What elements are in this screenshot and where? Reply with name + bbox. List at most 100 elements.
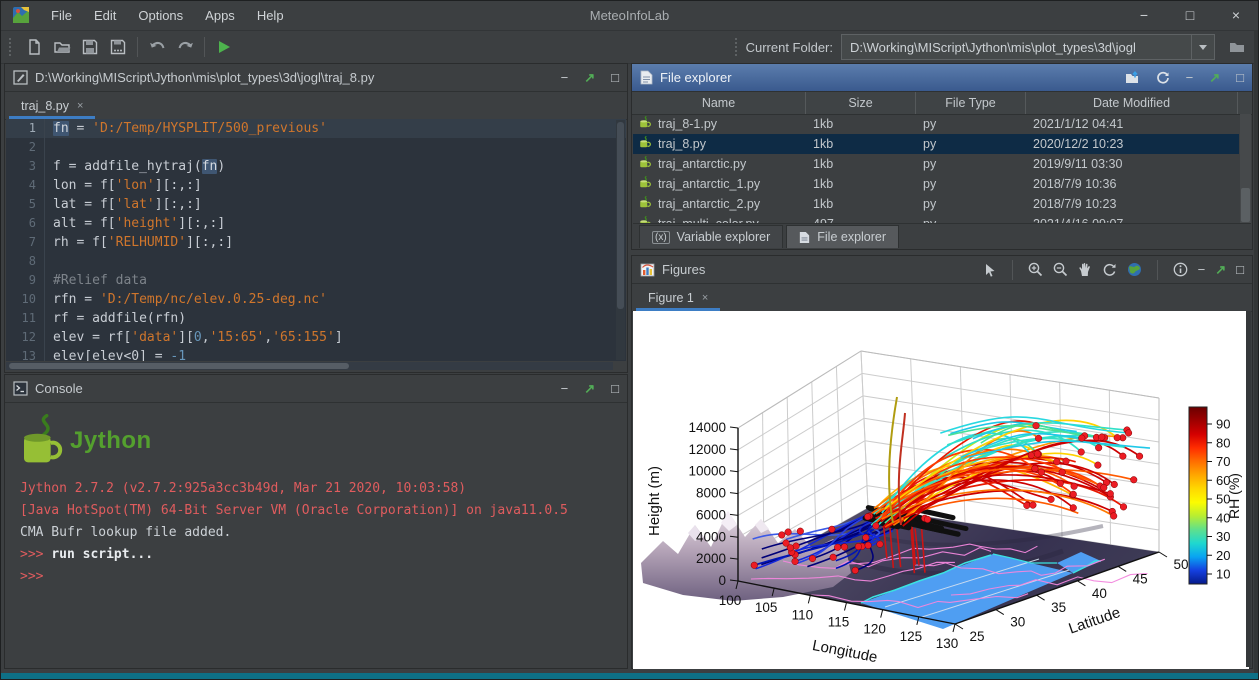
column-header-name[interactable]: Name [632, 92, 806, 114]
folder-up-icon[interactable] [1125, 71, 1140, 85]
svg-text:4000: 4000 [696, 529, 726, 544]
window-controls: − □ × [1121, 0, 1259, 30]
menu-edit[interactable]: Edit [83, 8, 127, 23]
svg-text:2000: 2000 [696, 551, 726, 566]
float-panel-button[interactable]: ↗ [1215, 263, 1226, 276]
rotate-icon[interactable] [1102, 262, 1117, 277]
code-line[interactable]: 4lon = f['lon'][:,:] [6, 176, 626, 195]
python-file-icon [639, 176, 652, 192]
undo-button[interactable] [143, 34, 171, 60]
menu-options[interactable]: Options [127, 8, 194, 23]
svg-text:35: 35 [1051, 600, 1066, 615]
new-file-button[interactable] [20, 34, 48, 60]
tab-traj-8-py[interactable]: traj_8.py × [9, 92, 95, 119]
close-tab-icon[interactable]: × [702, 292, 708, 304]
refresh-icon[interactable] [1156, 71, 1170, 85]
chevron-down-icon[interactable] [1191, 35, 1214, 59]
file-explorer-titlebar: File explorer − ↗ □ [632, 64, 1252, 92]
code-line[interactable]: 1fn = 'D:/Temp/HYSPLIT/500_previous' [6, 119, 626, 138]
edit-file-icon [13, 70, 28, 85]
toolbar-separator [137, 37, 138, 57]
column-header-file-type[interactable]: File Type [916, 92, 1026, 114]
float-panel-button[interactable]: ↗ [584, 71, 595, 84]
window-minimize-button[interactable]: − [1121, 0, 1167, 30]
tab-file-explorer[interactable]: File explorer [786, 225, 899, 248]
terminal-icon [13, 381, 28, 396]
tab-label: Figure 1 [648, 291, 694, 305]
code-line[interactable]: 9#Relief data [6, 271, 626, 290]
file-icon [799, 231, 810, 244]
float-panel-button[interactable]: ↗ [1209, 71, 1220, 84]
column-header-size[interactable]: Size [806, 92, 916, 114]
menu-help[interactable]: Help [246, 8, 295, 23]
file-row[interactable]: traj_8-1.py1kbpy2021/1/12 04:41 [633, 114, 1239, 134]
zoom-out-icon[interactable] [1053, 262, 1068, 277]
minimize-panel-button[interactable]: − [1186, 71, 1194, 84]
svg-text:30: 30 [1216, 529, 1230, 544]
figures-tabbar: Figure 1 × [632, 284, 1252, 312]
code-line[interactable]: 6alt = f['height'][:,:] [6, 214, 626, 233]
menu-bar: File Edit Options Apps Help [40, 8, 295, 23]
current-folder-label: Current Folder: [746, 40, 833, 55]
run-script-button[interactable] [210, 34, 238, 60]
maximize-panel-button[interactable]: □ [611, 382, 619, 395]
maximize-panel-button[interactable]: □ [1236, 71, 1244, 84]
editor-horizontal-scrollbar[interactable] [6, 362, 613, 370]
tab-variable-explorer[interactable]: (x) Variable explorer [639, 225, 783, 248]
pan-hand-icon[interactable] [1078, 262, 1092, 277]
save-as-button[interactable] [104, 34, 132, 60]
file-row[interactable]: traj_antarctic.py1kbpy2019/9/11 03:30 [633, 154, 1239, 174]
window-close-button[interactable]: × [1213, 0, 1259, 30]
window-maximize-button[interactable]: □ [1167, 0, 1213, 30]
console-line: >>> [20, 569, 626, 591]
code-editor[interactable]: 1fn = 'D:/Temp/HYSPLIT/500_previous'23f … [6, 119, 626, 361]
figure-canvas[interactable]: 1001051101151201251302530354045500200040… [633, 311, 1249, 669]
code-line[interactable]: 8 [6, 252, 626, 271]
current-folder-combo[interactable]: D:\Working\MIScript\Jython\mis\plot_type… [841, 34, 1215, 60]
zoom-in-icon[interactable] [1028, 262, 1043, 277]
redo-button[interactable] [171, 34, 199, 60]
file-explorer-title: File explorer [660, 70, 732, 85]
python-file-icon [639, 136, 652, 152]
minimize-panel-button[interactable]: − [561, 382, 569, 395]
file-table: traj_8-1.py1kbpy2021/1/12 04:41traj_8.py… [633, 114, 1239, 224]
svg-text:Longitude: Longitude [811, 637, 879, 666]
file-row[interactable]: traj_8.py1kbpy2020/12/2 10:23 [633, 134, 1239, 154]
close-tab-icon[interactable]: × [77, 100, 83, 112]
chart-icon [640, 263, 655, 277]
float-panel-button[interactable]: ↗ [584, 382, 595, 395]
file-row[interactable]: traj_antarctic_1.py1kbpy2018/7/9 10:36 [633, 174, 1239, 194]
open-file-button[interactable] [48, 34, 76, 60]
menu-file[interactable]: File [40, 8, 83, 23]
globe-icon[interactable] [1127, 262, 1142, 277]
maximize-panel-button[interactable]: □ [1236, 263, 1244, 276]
tab-figure-1[interactable]: Figure 1 × [636, 284, 720, 311]
console-output[interactable]: Jython Jython 2.7.2 (v2.7.2:925a3cc3b49d… [6, 403, 626, 667]
toolbar-grip [9, 38, 15, 56]
code-line[interactable]: 10rfn = 'D:/Temp/nc/elev.0.25-deg.nc' [6, 290, 626, 309]
file-row[interactable]: traj_antarctic_2.py1kbpy2018/7/9 10:23 [633, 194, 1239, 214]
file-table-scrollbar[interactable] [1240, 114, 1251, 224]
code-line[interactable]: 2 [6, 138, 626, 157]
code-line[interactable]: 11rf = addfile(rfn) [6, 309, 626, 328]
browse-folder-button[interactable] [1223, 34, 1251, 60]
editor-vertical-scrollbar[interactable] [616, 120, 625, 360]
current-folder-value: D:\Working\MIScript\Jython\mis\plot_type… [842, 40, 1191, 55]
svg-text:Height (m): Height (m) [646, 466, 663, 536]
save-button[interactable] [76, 34, 104, 60]
code-line[interactable]: 12elev = rf['data'][0,'15:65','65:155'] [6, 328, 626, 347]
minimize-panel-button[interactable]: − [1198, 263, 1206, 276]
code-line[interactable]: 5lat = f['lat'][:,:] [6, 195, 626, 214]
info-icon[interactable] [1173, 262, 1188, 277]
menu-apps[interactable]: Apps [194, 8, 246, 23]
pointer-icon[interactable] [984, 263, 997, 277]
minimize-panel-button[interactable]: − [561, 71, 569, 84]
code-line[interactable]: 13elev[elev<0] = -1 [6, 347, 626, 361]
toolbar-grip [735, 38, 741, 56]
maximize-panel-button[interactable]: □ [611, 71, 619, 84]
column-header-date-modified[interactable]: Date Modified [1026, 92, 1238, 114]
code-line[interactable]: 3f = addfile_hytraj(fn) [6, 157, 626, 176]
code-line[interactable]: 7rh = f['RELHUMID'][:,:] [6, 233, 626, 252]
file-table-header[interactable]: NameSizeFile TypeDate Modified [632, 92, 1252, 115]
svg-text:30: 30 [1010, 615, 1025, 630]
